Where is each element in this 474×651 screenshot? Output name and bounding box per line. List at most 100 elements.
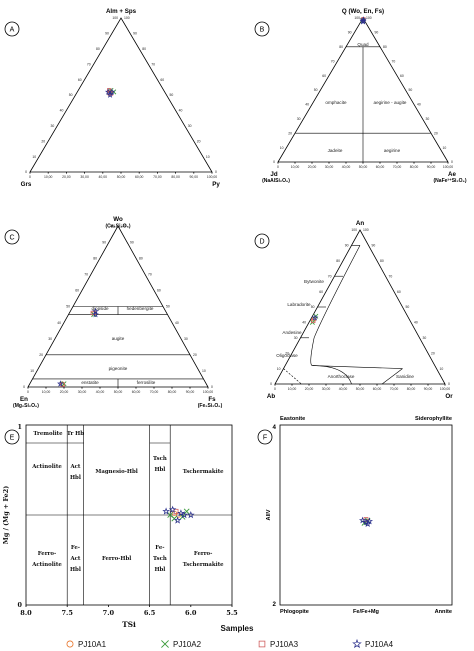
field-label-bytwonite: Bytwonite	[304, 279, 324, 284]
legend-title: Samples	[221, 624, 254, 633]
tick-label-bottom: 20,00	[305, 387, 314, 391]
tick-label-right: 70	[151, 62, 155, 66]
tick-label-left: 10	[32, 155, 36, 159]
tick-label-right: 10	[440, 367, 444, 371]
tick-label-right: 100	[366, 16, 372, 20]
tick-label-right: 0	[451, 160, 453, 164]
tick-label-right: 50	[166, 305, 170, 309]
tick-label-bottom: 40,00	[342, 165, 351, 169]
tick-label-right: 50	[170, 93, 174, 97]
tick-label-bottom: 40,00	[96, 390, 105, 394]
field-label-aegirine-augite: aegirine - augite	[374, 100, 407, 105]
vertex-label-right: Fs	[208, 396, 216, 403]
tick-label-left: 100	[354, 16, 360, 20]
field-label-andesine: Andesine	[282, 330, 302, 335]
tick-label-right: 100	[363, 228, 369, 232]
field-label-e-5: Magnesio-Hbl	[95, 469, 137, 475]
tick-label-left: 40	[57, 321, 61, 325]
panel-label-circle	[4, 429, 20, 445]
tick-label-right: 0	[448, 382, 450, 386]
anorthoclase-sanidine-boundary	[312, 365, 403, 369]
tick-label-bottom: 10,00	[291, 165, 300, 169]
tick-label-left: 80	[93, 256, 97, 260]
field-label-e-0: Tremolite	[33, 431, 63, 437]
field-label-e-8: Tschermakite	[183, 469, 224, 475]
tick-label-bottom: 10,00	[288, 387, 297, 391]
tick-label-left: 30	[297, 117, 301, 121]
field-label-e-13: Hbl	[70, 567, 81, 573]
tick-label-right: 80	[380, 259, 384, 263]
field-label-diopside: diopside	[91, 306, 109, 311]
field-label-e-12: Act	[69, 556, 80, 562]
tick-label-right: 90	[375, 31, 379, 35]
panel-label: D	[259, 239, 264, 246]
field-label-e-10: Actinolite	[31, 562, 62, 568]
tick-label-left: 100	[112, 16, 118, 20]
legend-item-pj10a3: PJ10A3	[258, 640, 299, 649]
legend-marker-pj10a1	[66, 640, 74, 648]
tick-label-bottom: 60,00	[135, 175, 144, 179]
tick-label-bottom: 30,00	[322, 387, 331, 391]
panel-label: A	[10, 27, 15, 34]
panel-label-circle	[4, 21, 20, 37]
tick-label-bottom: 90,00	[186, 390, 195, 394]
tick-label-left: 20	[288, 131, 292, 135]
tick-label-left: 80	[96, 47, 100, 51]
x-tick-label: 7.0	[103, 609, 115, 617]
vertex-label-left: Jd	[270, 171, 277, 178]
tick-label-right: 40	[175, 321, 179, 325]
tick-label-bottom: 0	[277, 165, 279, 169]
tick-label-bottom: 80,00	[407, 387, 416, 391]
panel-d-feldspar-ternary: D 0 10,00 20,00 30,00 40,00 50,00 60,00 70,00 80,…	[254, 220, 453, 400]
tick-label-bottom: 70,00	[150, 390, 159, 394]
tick-label-right: 50	[409, 88, 413, 92]
tick-label-right: 50	[406, 305, 410, 309]
tick-label-bottom: 90,00	[427, 165, 436, 169]
vertex-formula-right: (Fe₂Si₂O₆)	[198, 403, 223, 409]
field-label-aegirine: aegirine	[384, 148, 401, 153]
legend-items: PJ10A1 PJ10A2 PJ10A3 PJ10A4	[66, 638, 394, 649]
tick-label-left: 70	[87, 62, 91, 66]
data-point-pj10a2	[61, 381, 67, 387]
tick-label-left: 70	[328, 274, 332, 278]
field-label-e-9: Ferro-	[38, 551, 56, 557]
tick-label-right: 60	[397, 290, 401, 294]
vertex-label-top: Alm + Sps	[106, 8, 137, 15]
data-point-pj10a4	[365, 517, 374, 525]
field-label-e-4: Hbl	[70, 475, 81, 481]
dashed-boundary	[283, 368, 302, 385]
vertex-label-right: Or	[445, 393, 453, 400]
tick-label-left: 50	[69, 93, 73, 97]
tick-label-bottom: 50,00	[114, 390, 123, 394]
field-label-jadeite: Jadeite	[328, 148, 343, 153]
tick-label-bottom: 70,00	[393, 165, 402, 169]
tick-label-bottom: 40,00	[99, 175, 108, 179]
tick-label-left: 90	[345, 244, 349, 248]
legend-item-pj10a2: PJ10A2	[161, 640, 202, 649]
data-point-pj10a4	[187, 511, 195, 519]
field-label-e-3: Act	[69, 464, 80, 470]
tick-label-right: 100	[124, 16, 130, 20]
tick-label-right: 20	[434, 131, 438, 135]
tick-label-bottom: 0	[274, 387, 276, 391]
anorthoclase-sanidine-foot	[381, 368, 403, 385]
field-label-e-6: Tsch	[153, 456, 167, 462]
corner-label-annite: Annite	[435, 609, 452, 615]
field-label-oligoclase: Oligoclase	[276, 353, 298, 358]
tick-label-left: 0	[23, 385, 25, 389]
tick-label-bottom: 80,00	[171, 175, 180, 179]
data-point-pj10a4	[177, 509, 185, 517]
vertex-label-top: Wo	[113, 216, 123, 223]
tick-label-right: 80	[383, 45, 387, 49]
tick-label-left: 70	[84, 273, 88, 277]
tick-label-left: 80	[336, 259, 340, 263]
panel-f-biotite-classification: F Eastonite Siderophyllite Phlogopite Annite…	[257, 416, 453, 615]
y-tick-label: 4	[273, 424, 277, 431]
ternary-frame	[29, 17, 213, 173]
legend-label: PJ10A4	[365, 640, 394, 649]
tick-label-bottom: 10,00	[42, 390, 51, 394]
vertex-label-right: Ae	[448, 171, 456, 178]
tick-label-left: 10	[280, 146, 284, 150]
tick-label-left: 90	[105, 32, 109, 36]
